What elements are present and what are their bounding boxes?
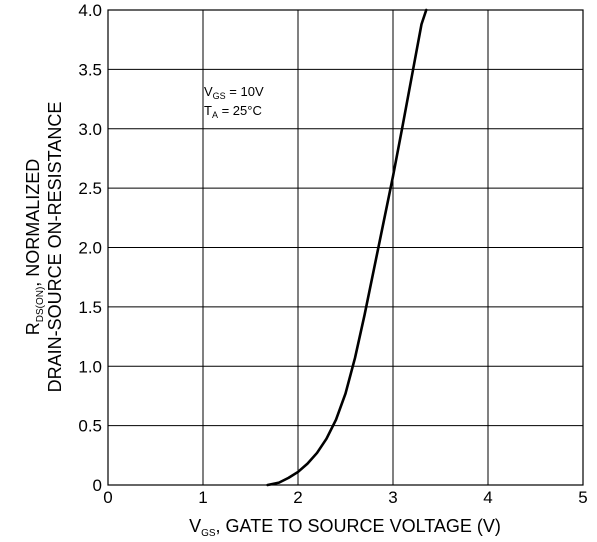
annotation-0: VGS = 10V — [204, 84, 264, 101]
y-axis-label-line1: RDS(ON), NORMALIZED — [23, 159, 46, 336]
y-tick-label: 2.0 — [78, 239, 102, 258]
series-line-0 — [266, 8, 428, 487]
y-tick-label: 3.5 — [78, 60, 102, 79]
y-tick-label: 4.0 — [78, 1, 102, 20]
y-tick-label: 1.0 — [78, 357, 102, 376]
x-tick-label: 2 — [293, 488, 302, 507]
x-axis-label: VGS, GATE TO SOURCE VOLTAGE (V) — [189, 516, 501, 539]
x-tick-label: 0 — [103, 488, 112, 507]
annotations: VGS = 10V TA = 25°C — [204, 84, 264, 120]
x-tick-label: 5 — [578, 488, 587, 507]
plot-frame — [107, 9, 584, 486]
x-tick-label: 3 — [388, 488, 397, 507]
y-tick-labels: 0 0.5 1.0 1.5 2.0 2.5 3.0 3.5 4.0 — [78, 1, 102, 495]
x-tick-label: 4 — [483, 488, 492, 507]
series-group — [266, 8, 428, 487]
y-tick-label: 0.5 — [78, 417, 102, 436]
x-tick-label: 1 — [198, 488, 207, 507]
y-tick-label: 0 — [93, 476, 102, 495]
x-tick-labels: 0 1 2 3 4 5 — [103, 488, 587, 507]
y-tick-label: 2.5 — [78, 179, 102, 198]
annotation-1: TA = 25°C — [204, 103, 262, 120]
y-tick-label: 1.5 — [78, 298, 102, 317]
y-axis-label-line2: DRAIN-SOURCE ON-RESISTANCE — [45, 102, 65, 393]
y-tick-label: 3.0 — [78, 120, 102, 139]
